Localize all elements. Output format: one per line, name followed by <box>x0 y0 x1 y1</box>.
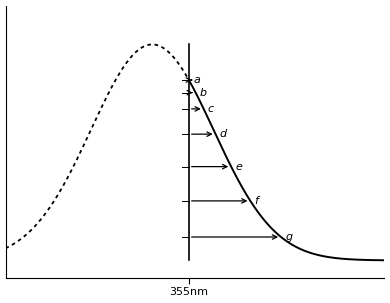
Text: f: f <box>255 196 259 206</box>
Text: c: c <box>208 104 214 114</box>
Text: e: e <box>236 161 242 171</box>
Text: a: a <box>193 75 200 85</box>
Text: b: b <box>200 88 207 98</box>
Text: g: g <box>285 232 292 242</box>
Text: d: d <box>220 129 227 139</box>
